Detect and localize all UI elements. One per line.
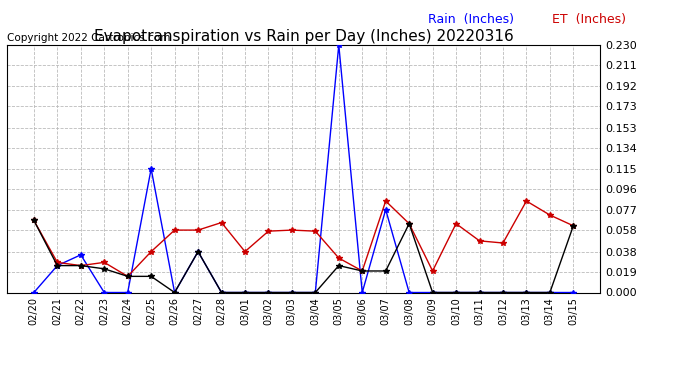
Text: Copyright 2022 Cartronics.com: Copyright 2022 Cartronics.com — [7, 33, 170, 42]
Title: Evapotranspiration vs Rain per Day (Inches) 20220316: Evapotranspiration vs Rain per Day (Inch… — [94, 29, 513, 44]
Text: Rain  (Inches): Rain (Inches) — [428, 13, 514, 26]
Text: ET  (Inches): ET (Inches) — [552, 13, 626, 26]
